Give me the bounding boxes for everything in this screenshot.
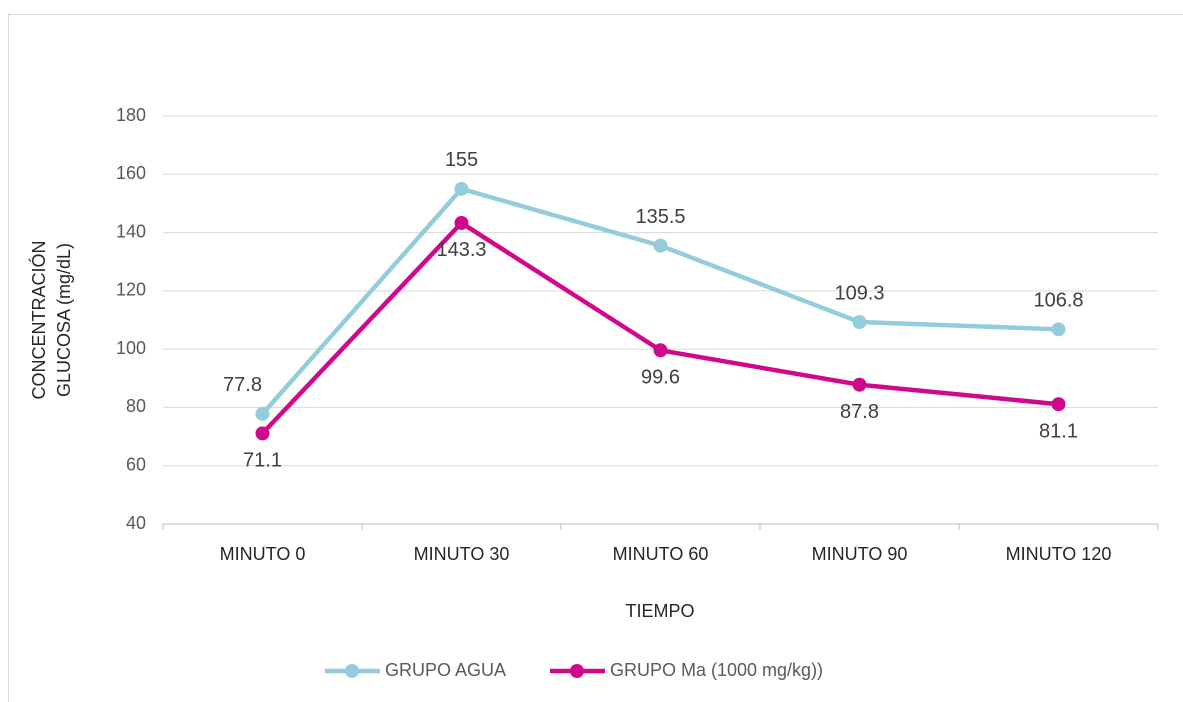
series-line (260, 220, 1059, 435)
y-axis-title: CONCENTRACIÓN (28, 240, 49, 399)
y-tick-label: 180 (116, 105, 146, 125)
y-tick-label: 160 (116, 163, 146, 183)
x-tick-label: MINUTO 30 (414, 544, 510, 564)
marker (454, 181, 469, 196)
x-tick-label: MINUTO 60 (613, 544, 709, 564)
data-label: 81.1 (1039, 421, 1078, 443)
legend-label: GRUPO Ma (1000 mg/kg)) (610, 660, 823, 680)
y-tick-label: 80 (126, 396, 146, 416)
data-label: 109.3 (834, 282, 884, 304)
data-label: 106.8 (1033, 290, 1083, 312)
y-tick-label: 60 (126, 454, 146, 474)
data-label: 71.1 (243, 450, 282, 472)
chart-frame (8, 14, 1183, 702)
x-tick-label: MINUTO 90 (812, 544, 908, 564)
data-label: 99.6 (641, 367, 680, 389)
marker (653, 238, 668, 253)
marker (1051, 322, 1066, 337)
marker (852, 377, 867, 392)
legend-marker (570, 664, 584, 678)
marker (852, 315, 867, 330)
x-axis-title: TIEMPO (625, 601, 694, 621)
marker (1051, 397, 1066, 412)
y-axis-title: GLUCOSA (mg/dL) (54, 243, 74, 397)
data-label: 87.8 (840, 401, 879, 423)
y-tick-label: 40 (126, 513, 146, 533)
x-tick-label: MINUTO 120 (1006, 544, 1112, 564)
marker (255, 406, 270, 421)
x-tick-label: MINUTO 0 (220, 544, 306, 564)
marker (653, 343, 668, 358)
data-label: 135.5 (635, 206, 685, 228)
legend-label: GRUPO AGUA (385, 660, 506, 680)
data-label: 77.8 (223, 374, 262, 396)
marker (454, 215, 469, 230)
y-tick-label: 100 (116, 338, 146, 358)
marker (255, 426, 270, 441)
y-tick-label: 140 (116, 221, 146, 241)
legend-marker (345, 664, 359, 678)
data-label: 143.3 (436, 239, 486, 261)
y-tick-label: 120 (116, 280, 146, 300)
data-label: 155 (445, 149, 478, 171)
